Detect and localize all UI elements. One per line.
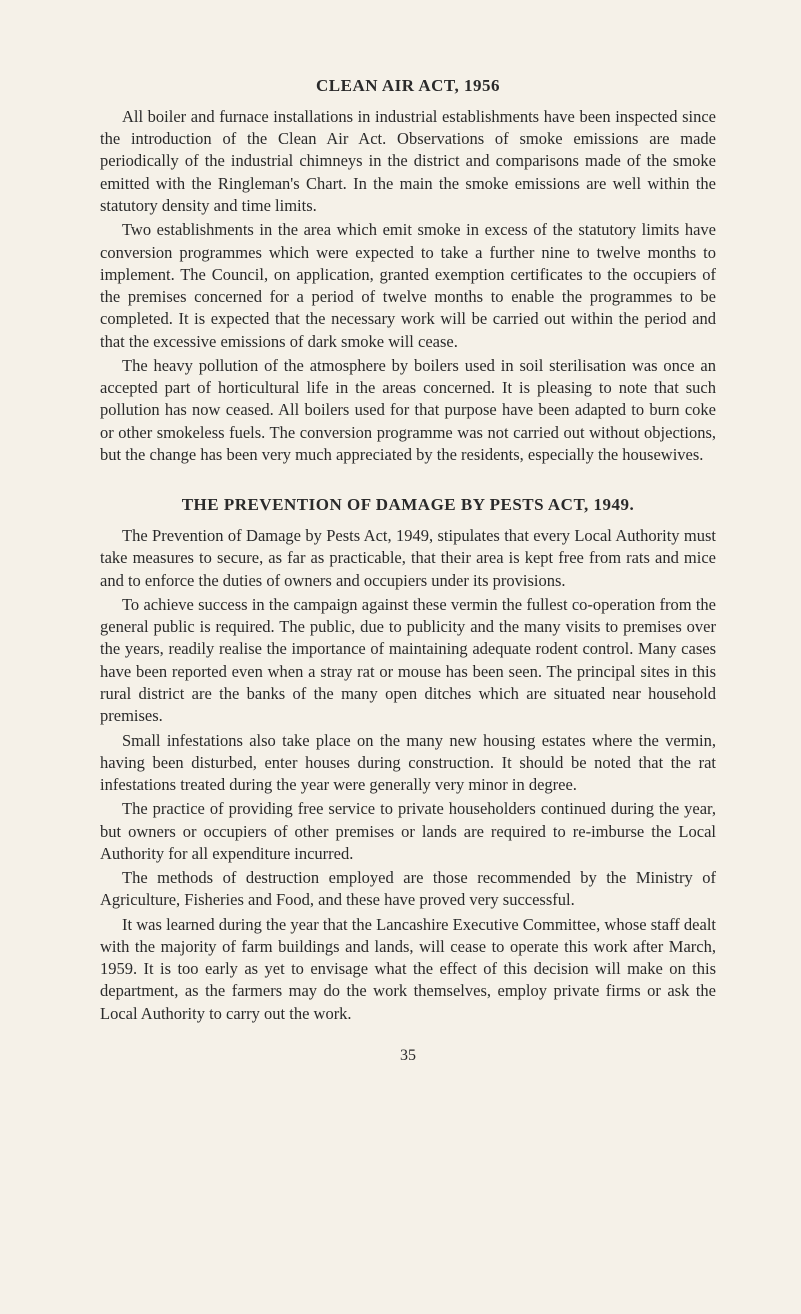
body-paragraph: Small infestations also take place on th… — [100, 730, 716, 797]
body-paragraph: The heavy pollution of the atmosphere by… — [100, 355, 716, 466]
body-paragraph: All boiler and furnace installations in … — [100, 106, 716, 217]
section-title-clean-air: CLEAN AIR ACT, 1956 — [100, 75, 716, 98]
body-paragraph: It was learned during the year that the … — [100, 914, 716, 1025]
body-paragraph: The methods of destruction employed are … — [100, 867, 716, 912]
page-number: 35 — [100, 1045, 716, 1067]
section-title-pests-act: THE PREVENTION OF DAMAGE BY PESTS ACT, 1… — [100, 494, 716, 517]
body-paragraph: Two establishments in the area which emi… — [100, 219, 716, 353]
body-paragraph: The Prevention of Damage by Pests Act, 1… — [100, 525, 716, 592]
body-paragraph: To achieve success in the campaign again… — [100, 594, 716, 728]
body-paragraph: The practice of providing free service t… — [100, 798, 716, 865]
